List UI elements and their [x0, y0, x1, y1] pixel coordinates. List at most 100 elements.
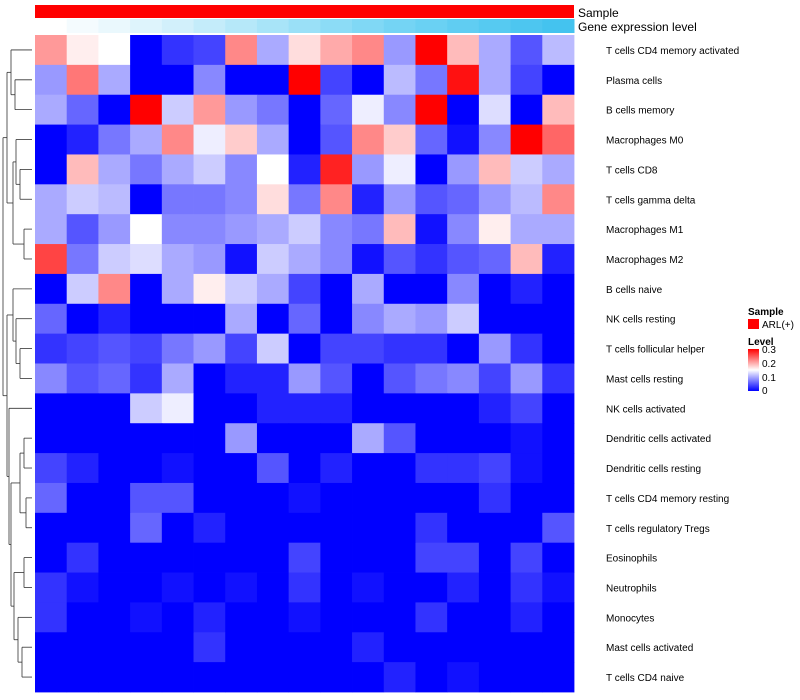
heatmap-cell [478, 64, 511, 96]
heatmap-cell [510, 64, 543, 96]
heatmap-cell [415, 482, 448, 514]
heatmap-cell [352, 572, 385, 603]
heatmap-cell [478, 572, 511, 603]
heatmap-cell [447, 632, 480, 663]
heatmap-cell [478, 393, 511, 424]
heatmap-cell [225, 363, 258, 394]
heatmap-cell [510, 542, 543, 573]
heatmap-cell [66, 542, 99, 573]
legend-sample-label: ARL(+) [762, 320, 794, 331]
heatmap-cell [225, 333, 258, 364]
annotation-bar-expression-segment [35, 19, 68, 33]
heatmap-cell [35, 184, 68, 215]
heatmap-cell [320, 393, 353, 424]
heatmap-cell [35, 64, 68, 96]
heatmap-cell [193, 542, 226, 573]
heatmap-cell [193, 154, 226, 185]
heatmap-cell [193, 184, 226, 215]
heatmap-cell [35, 273, 68, 305]
heatmap-cell [193, 662, 226, 693]
annotation-bar-expression-segment [225, 19, 258, 33]
heatmap-cell [35, 482, 68, 514]
heatmap-cell [66, 333, 99, 364]
heatmap-cell [352, 184, 385, 215]
row-label: Dendritic cells activated [606, 434, 711, 445]
heatmap-cell [288, 124, 321, 155]
heatmap-cell [415, 214, 448, 245]
heatmap-cell [320, 572, 353, 603]
heatmap-cell [161, 482, 194, 514]
heatmap-cell [542, 184, 575, 215]
heatmap-cell [320, 542, 353, 573]
heatmap-cell [161, 333, 194, 364]
annotation-bar-expression-segment [98, 19, 131, 33]
heatmap-cell [161, 512, 194, 544]
heatmap-cell [35, 602, 68, 633]
heatmap-cell [256, 662, 290, 693]
heatmap-cell [225, 393, 258, 424]
heatmap-cell [383, 423, 416, 454]
heatmap-cell [98, 662, 131, 693]
annotation-bar-sample [35, 5, 574, 18]
annotation-bar-expression-segment [288, 19, 321, 33]
heatmap-cell [288, 423, 321, 454]
heatmap-cell [66, 482, 99, 514]
heatmap-cell [415, 632, 448, 663]
heatmap-cell [542, 363, 575, 394]
heatmap-cell [415, 273, 448, 305]
heatmap-cell [510, 333, 543, 364]
row-label: T cells gamma delta [606, 195, 696, 206]
heatmap-cell [130, 512, 163, 544]
heatmap-cell [66, 124, 99, 155]
legend-tick: 0.3 [762, 345, 776, 356]
heatmap-cell [320, 64, 353, 96]
row-dendrogram [2, 49, 32, 678]
row-label: Macrophages M2 [606, 255, 684, 266]
heatmap-cell [478, 154, 511, 185]
heatmap-cell [98, 184, 131, 215]
heatmap-cell [447, 333, 480, 364]
heatmap-cell [383, 393, 416, 424]
heatmap-cell [161, 154, 194, 185]
heatmap-cell [288, 333, 321, 364]
heatmap-cell [256, 184, 290, 215]
heatmap-cell [510, 94, 543, 125]
heatmap-cell [415, 333, 448, 364]
heatmap-cell [98, 124, 131, 155]
heatmap-cell [352, 453, 385, 484]
heatmap-cell [352, 512, 385, 544]
heatmap-cell [383, 512, 416, 544]
heatmap-cell [447, 35, 480, 66]
heatmap-cell [383, 602, 416, 633]
heatmap-cell [478, 423, 511, 454]
annotation-bar-expression-segment [130, 19, 163, 33]
heatmap-cell [256, 482, 290, 514]
heatmap-cell [225, 273, 258, 305]
heatmap-cell [478, 94, 511, 125]
heatmap-cell [352, 273, 385, 305]
heatmap-cell [510, 363, 543, 394]
heatmap-cell [256, 303, 290, 335]
heatmap-cell [320, 333, 353, 364]
annotation-bars [35, 5, 575, 33]
heatmap-cell [130, 303, 163, 335]
heatmap-cell [478, 482, 511, 514]
heatmap-cell [352, 632, 385, 663]
row-label: T cells CD4 naive [606, 673, 685, 684]
heatmap-cell [510, 35, 543, 66]
heatmap-cell [352, 482, 385, 514]
heatmap-cell [383, 214, 416, 245]
heatmap-cell [35, 35, 68, 66]
heatmap-cell [130, 244, 163, 275]
heatmap-cell [447, 542, 480, 573]
heatmap-cell [66, 393, 99, 424]
heatmap-cell [510, 512, 543, 544]
heatmap-cell [130, 124, 163, 155]
heatmap-cell [352, 423, 385, 454]
heatmap-cell [478, 453, 511, 484]
heatmap-cell [98, 244, 131, 275]
heatmap-cell [447, 602, 480, 633]
heatmap-cell [288, 512, 321, 544]
heatmap-cell [66, 64, 99, 96]
heatmap-cell [225, 94, 258, 125]
